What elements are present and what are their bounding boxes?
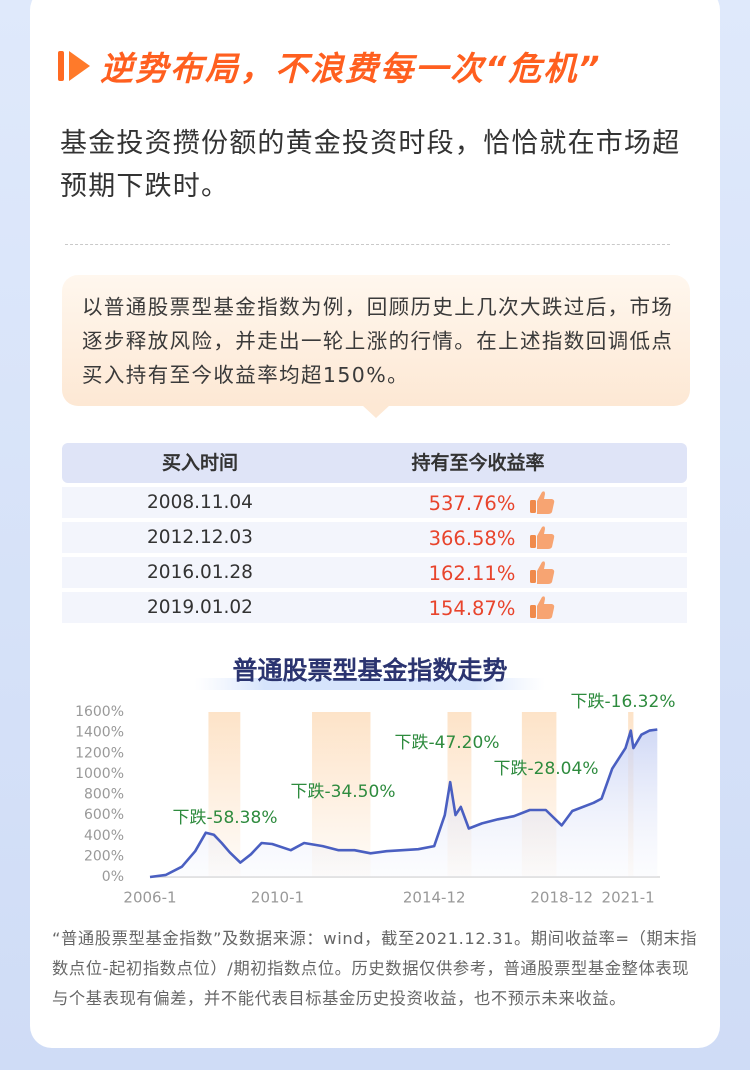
- x-tick-label: 2014-12: [403, 889, 466, 907]
- title-underline: [195, 678, 545, 690]
- table-row: 2016.01.28 162.11%: [62, 557, 687, 588]
- table-row: 2012.12.03 366.58%: [62, 522, 687, 553]
- chart-title: 普通股票型基金指数走势: [232, 656, 507, 685]
- buy-date: 2008.11.04: [147, 492, 253, 513]
- buy-date: 2016.01.28: [147, 562, 253, 583]
- return-rate: 162.11%: [428, 562, 516, 585]
- divider: [65, 244, 670, 245]
- y-tick-label: 1600%: [75, 704, 124, 720]
- drawdown-annotation: 下跌-16.32%: [571, 692, 676, 712]
- y-tick-label: 1200%: [75, 745, 124, 761]
- return-rate: 537.76%: [428, 492, 516, 515]
- column-header: 持有至今收益率: [411, 452, 545, 474]
- callout-pointer: [362, 405, 390, 418]
- chart: 普通股票型基金指数走势 0% 200% 400% 600% 800% 1000% 1200%…: [75, 656, 676, 907]
- table-row: 2008.11.04 537.76%: [62, 487, 687, 518]
- return-rate: 154.87%: [428, 597, 516, 620]
- x-tick-label: 2010-1: [251, 889, 304, 907]
- drawdown-annotation: 下跌-47.20%: [395, 733, 500, 753]
- y-tick-label: 600%: [84, 807, 124, 823]
- x-tick-label: 2021-1: [602, 889, 655, 907]
- y-tick-label: 0%: [102, 869, 124, 885]
- column-header: 买入时间: [161, 452, 238, 474]
- drawdown-annotation: 下跌-28.04%: [494, 759, 599, 779]
- intro-text: 基金投资攒份额的黄金投资时段，恰恰就在市场超预期下跌时。: [60, 128, 681, 202]
- buy-date: 2019.01.02: [147, 597, 253, 618]
- thumbs-up-icon: [530, 596, 555, 619]
- y-tick-label: 800%: [84, 787, 124, 803]
- y-tick-label: 1400%: [75, 725, 124, 741]
- thumbs-up-icon: [530, 526, 555, 549]
- drawdown-annotation: 下跌-58.38%: [173, 808, 278, 828]
- buy-date: 2012.12.03: [147, 527, 253, 548]
- drawdown-annotation: 下跌-34.50%: [291, 782, 396, 802]
- header-icon: [58, 51, 90, 81]
- header-title: 逆势布局，不浪费每一次“危机”: [100, 49, 602, 88]
- x-tick-label: 2006-1: [123, 889, 176, 907]
- callout-text: 以普通股票型基金指数为例，回顾历史上几次大跌过后，市场逐步释放风险，并走出一轮上…: [82, 295, 674, 387]
- index-line: [149, 728, 658, 879]
- thumbs-up-icon: [530, 491, 555, 514]
- y-tick-label: 200%: [84, 848, 124, 864]
- callout-box: [62, 275, 690, 406]
- y-tick-label: 400%: [84, 828, 124, 844]
- table-header: 买入时间 持有至今收益率: [62, 443, 687, 483]
- footnote: “普通股票型基金指数”及数据来源：wind，截至2021.12.31。期间收益率…: [52, 929, 698, 1008]
- y-tick-label: 1000%: [75, 766, 124, 782]
- returns-table: 买入时间 持有至今收益率 2008.11.04 537.76% 2012.12.03 36…: [62, 443, 687, 627]
- return-rate: 366.58%: [428, 527, 516, 550]
- thumbs-up-icon: [530, 561, 555, 584]
- table-row: 2019.01.02 154.87%: [62, 592, 687, 623]
- x-tick-label: 2018-12: [530, 889, 593, 907]
- line-area: [150, 729, 658, 877]
